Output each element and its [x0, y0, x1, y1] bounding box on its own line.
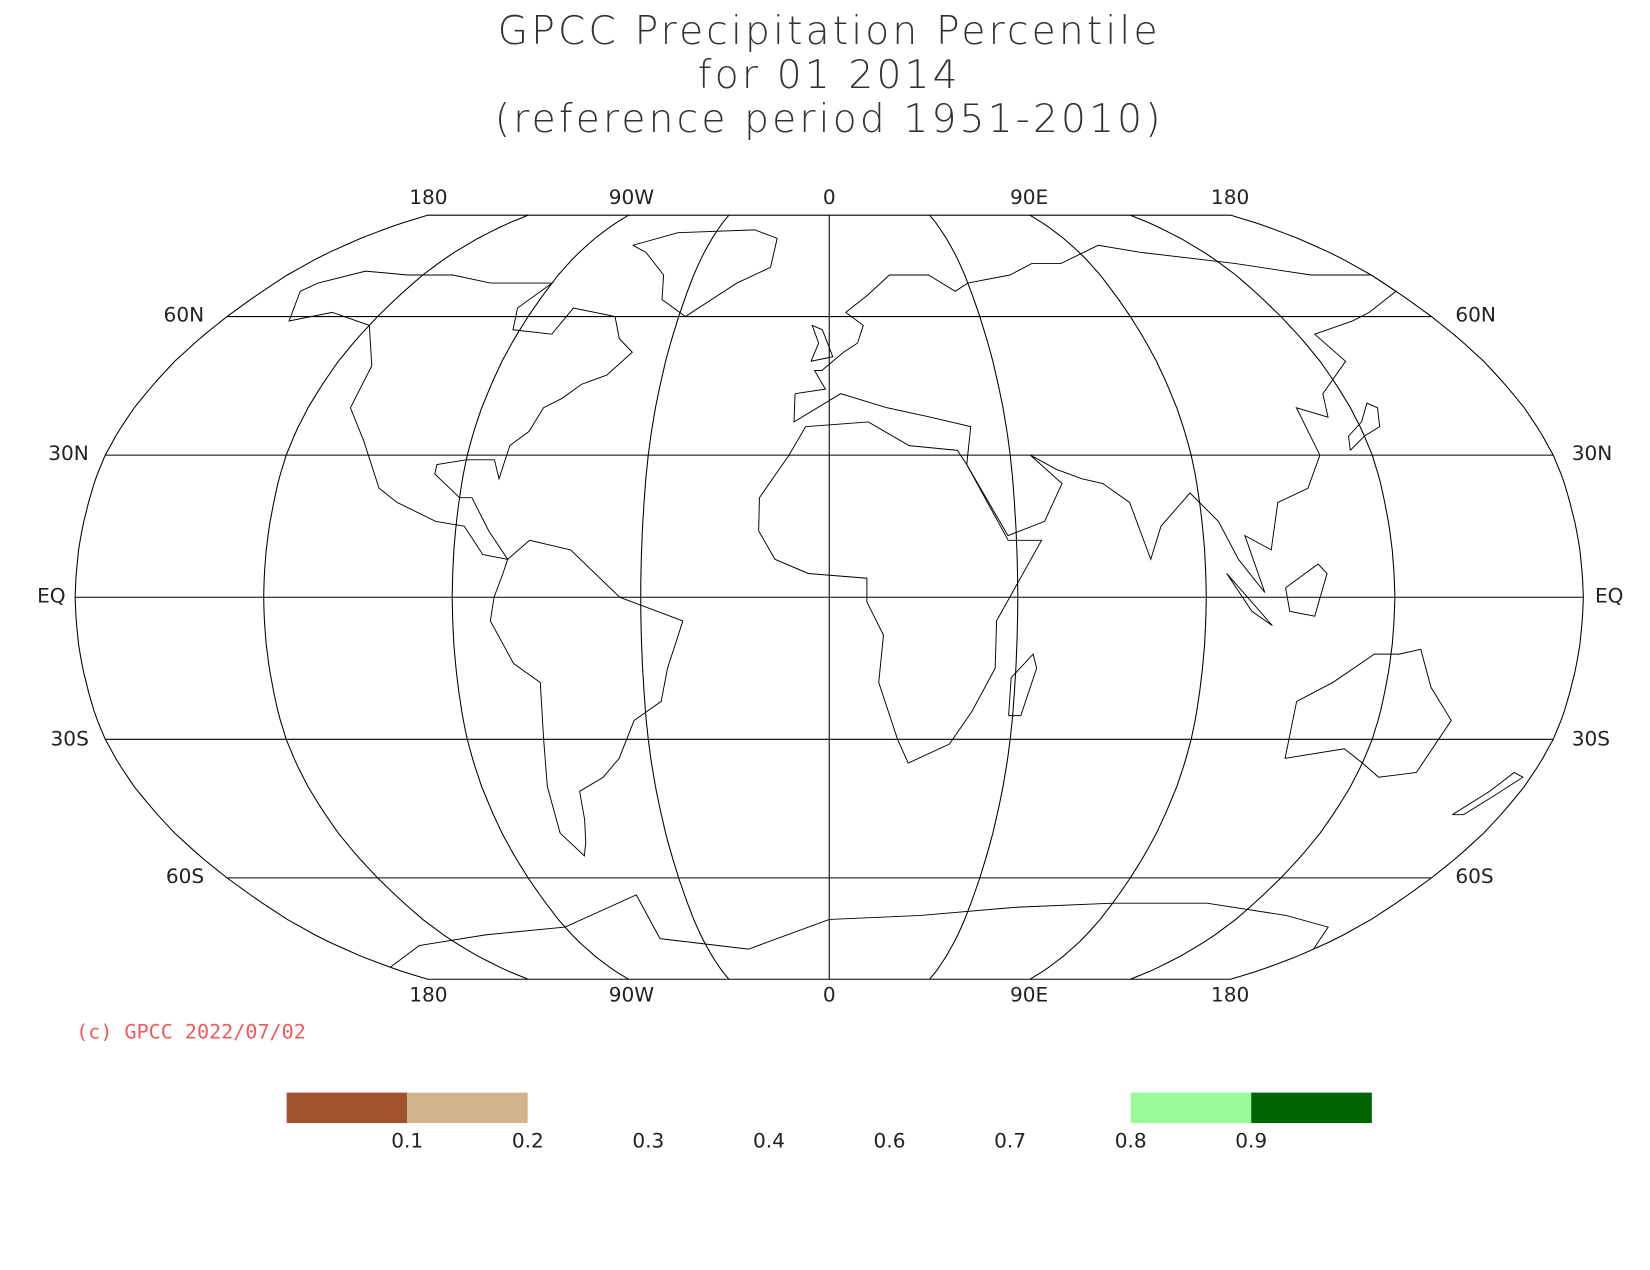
- legend: 0.1 0.2 0.3 0.4 0.6 0.7 0.8 0.9: [286, 1092, 1372, 1153]
- lon-label-bottom: 90W: [609, 983, 655, 1007]
- lat-label-right: 30N: [1572, 441, 1613, 465]
- legend-swatch: [1010, 1092, 1131, 1124]
- coastline: [1452, 771, 1524, 816]
- legend-swatch: [648, 1092, 769, 1124]
- lon-label-bottom: 180: [1211, 983, 1249, 1007]
- legend-label: 0.8: [1115, 1129, 1147, 1153]
- legend-swatch: [1251, 1092, 1372, 1124]
- legend-label: 0.9: [1235, 1129, 1267, 1153]
- lon-label-top: 90W: [609, 185, 655, 209]
- coastline: [632, 229, 778, 318]
- lon-label-bottom: 90E: [1010, 983, 1048, 1007]
- lat-label-right: EQ: [1595, 584, 1623, 608]
- lon-label-bottom: 180: [409, 983, 447, 1007]
- lat-label-right: 60N: [1455, 302, 1496, 326]
- legend-swatch: [286, 1092, 408, 1124]
- axis-labels: 180 180 90W 90W 0 0 90E 90E 180 180 60N 30N EQ 30S 60S…: [37, 185, 1623, 1043]
- legend-label: 0.2: [512, 1129, 544, 1153]
- coastline: [489, 539, 684, 857]
- lat-label-left: 60N: [164, 302, 205, 326]
- lon-label-bottom: 0: [823, 983, 836, 1007]
- title-line: for 01 2014: [698, 53, 961, 98]
- legend-label: 0.4: [753, 1129, 785, 1153]
- legend-label: 0.1: [391, 1129, 423, 1153]
- coastline: [758, 421, 1043, 764]
- coastline: [1226, 573, 1273, 627]
- legend-swatch: [407, 1092, 528, 1124]
- coastline: [1008, 653, 1038, 717]
- legend-swatch: [768, 1092, 890, 1124]
- lat-label-left: 30S: [51, 727, 89, 751]
- map-outline: [74, 214, 1584, 980]
- lat-label-left: 60S: [166, 864, 204, 888]
- coastline: [793, 244, 1397, 593]
- coastline: [1284, 648, 1452, 778]
- legend-label: 0.7: [994, 1129, 1026, 1153]
- lon-label-top: 90E: [1010, 185, 1048, 209]
- lon-label-top: 180: [1211, 185, 1249, 209]
- legend-label: 0.6: [874, 1129, 906, 1153]
- coastline: [288, 270, 633, 560]
- lon-label-top: 180: [409, 185, 447, 209]
- lat-label-left: EQ: [37, 584, 65, 608]
- legend-swatch: [889, 1092, 1011, 1124]
- lat-label-right: 30S: [1572, 727, 1610, 751]
- coastline: [390, 894, 1329, 968]
- legend-swatch: [527, 1092, 649, 1124]
- graticule: [74, 214, 1584, 980]
- lat-label-right: 60S: [1455, 864, 1493, 888]
- title-line: GPCC Precipitation Percentile: [498, 9, 1161, 54]
- lon-label-top: 0: [823, 185, 836, 209]
- coastlines: [288, 229, 1524, 968]
- coastline: [1285, 563, 1328, 617]
- coastline: [1348, 402, 1381, 451]
- legend-swatch: [1130, 1092, 1252, 1124]
- legend-label: 0.3: [632, 1129, 664, 1153]
- copyright: (c) GPCC 2022/07/02: [76, 1019, 306, 1043]
- lat-label-left: 30N: [48, 441, 89, 465]
- title-line: (reference period 1951-2010): [495, 97, 1164, 142]
